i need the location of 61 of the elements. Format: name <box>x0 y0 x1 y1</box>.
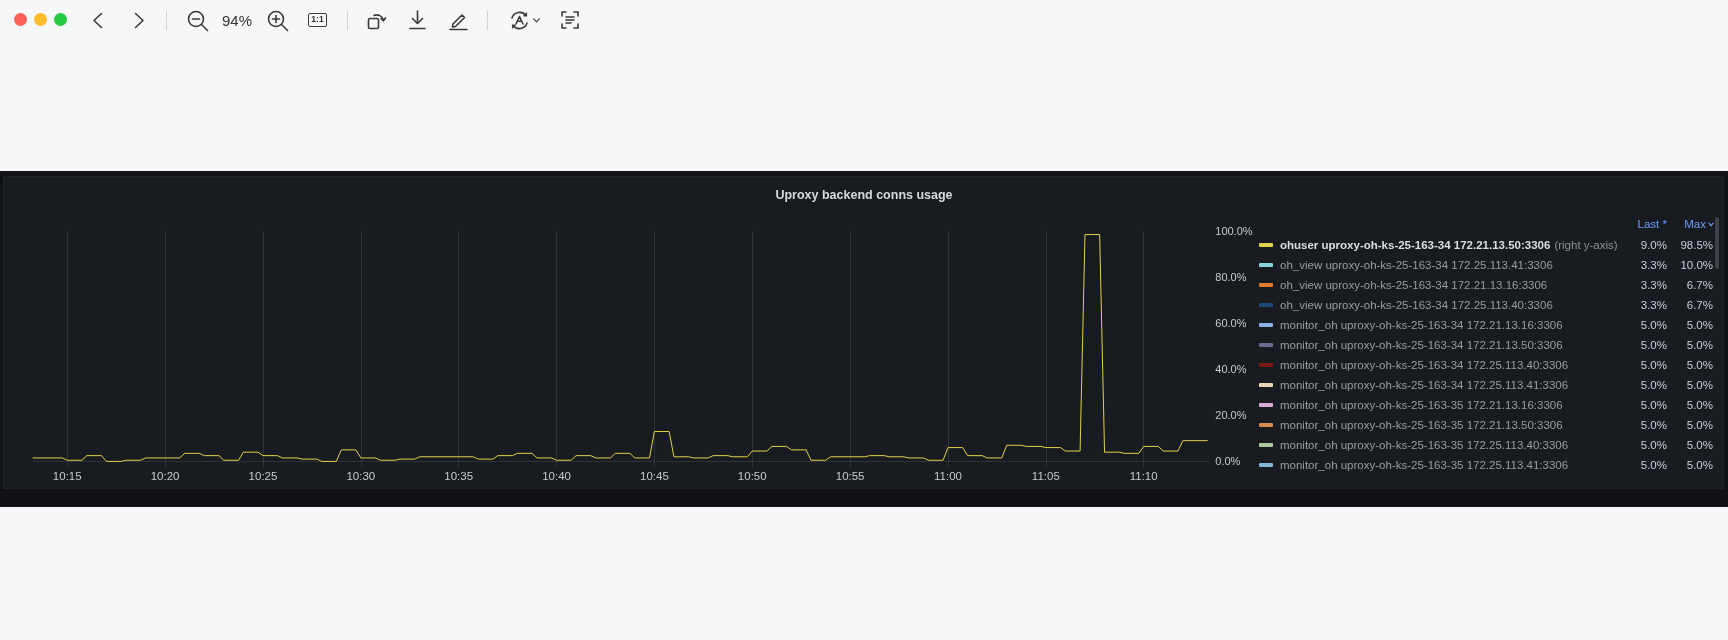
y-tick-label: 100.0% <box>1215 225 1253 238</box>
text: 5.0% <box>1640 358 1667 373</box>
actual-size-button: 1:1 <box>308 13 327 27</box>
text: 94% <box>222 11 253 31</box>
x-tick-label: 11:05 <box>1031 470 1060 483</box>
x-tick-label: 10:20 <box>150 470 180 483</box>
text: 5.0% <box>1640 398 1667 413</box>
x-tick-label: 10:45 <box>640 470 669 483</box>
text: 5.0% <box>1640 318 1667 333</box>
legend-label: oh_view uproxy-oh-ks-25-163-34 172.25.113.41:3306 <box>1280 259 1553 271</box>
x-tick-label: 10:55 <box>835 470 865 483</box>
text: 5.0% <box>1686 418 1713 433</box>
text: 5.0% <box>1686 358 1713 373</box>
x-tick-label: 10:15 <box>52 470 82 483</box>
text: 3.3% <box>1640 278 1667 293</box>
text: 5.0% <box>1640 418 1667 433</box>
y-tick-label: 60.0% <box>1215 317 1247 330</box>
x-tick-label: 10:25 <box>248 470 278 483</box>
chart-title: Uproxy backend conns usage <box>775 187 953 202</box>
y-tick-label: 40.0% <box>1215 363 1247 376</box>
text: Last * <box>1637 217 1667 232</box>
legend-label: monitor_oh uproxy-oh-ks-25-163-35 172.21.13.50:3306 <box>1280 419 1563 431</box>
legend-label: oh_view uproxy-oh-ks-25-163-34 172.21.13.16:3306 <box>1280 279 1548 291</box>
x-tick-label: 10:40 <box>542 470 571 483</box>
text: 6.7% <box>1686 278 1713 293</box>
legend-label: ohuser uproxy-oh-ks-25-163-34 172.21.13.50:3306 <box>1280 239 1551 251</box>
text: 5.0% <box>1686 378 1713 393</box>
text: 5.0% <box>1686 438 1713 453</box>
text: 5.0% <box>1686 338 1713 353</box>
legend-label: monitor_oh uproxy-oh-ks-25-163-35 172.25.113.41:3306 <box>1280 459 1569 471</box>
legend-label: oh_view uproxy-oh-ks-25-163-34 172.25.113.40:3306 <box>1280 299 1553 311</box>
text: 5.0% <box>1686 318 1713 333</box>
text: Max <box>1684 217 1706 232</box>
text: 6.7% <box>1686 298 1713 313</box>
y-tick-label: 20.0% <box>1215 409 1247 422</box>
text: 5.0% <box>1640 438 1667 453</box>
text: 5.0% <box>1640 338 1667 353</box>
legend-label: monitor_oh uproxy-oh-ks-25-163-35 172.21.13.16:3306 <box>1280 399 1563 411</box>
line-series <box>32 234 1208 462</box>
text: 3.3% <box>1640 258 1667 273</box>
text: 5.0% <box>1686 458 1713 473</box>
legend-label: monitor_oh uproxy-oh-ks-25-163-35 172.25.113.40:3306 <box>1280 439 1569 451</box>
text: 5.0% <box>1686 398 1713 413</box>
text: (right y-axis) <box>1554 239 1618 251</box>
x-tick-label: 10:30 <box>346 470 376 483</box>
x-tick-label: 10:50 <box>737 470 767 483</box>
text: 10.0% <box>1680 258 1713 273</box>
x-tick-label: 11:10 <box>1129 470 1158 483</box>
x-tick-label: 10:35 <box>444 470 474 483</box>
text: 9.0% <box>1640 238 1667 253</box>
legend-label: monitor_oh uproxy-oh-ks-25-163-34 172.25.113.40:3306 <box>1280 359 1569 371</box>
legend-label: monitor_oh uproxy-oh-ks-25-163-34 172.21.13.16:3306 <box>1280 319 1563 331</box>
y-tick-label: 0.0% <box>1215 455 1241 468</box>
text: 5.0% <box>1640 458 1667 473</box>
legend-label: monitor_oh uproxy-oh-ks-25-163-34 172.21.13.50:3306 <box>1280 339 1563 351</box>
text: 5.0% <box>1640 378 1667 393</box>
legend-label: monitor_oh uproxy-oh-ks-25-163-34 172.25.113.41:3306 <box>1280 379 1569 391</box>
y-tick-label: 80.0% <box>1215 271 1247 284</box>
text: 98.5% <box>1680 238 1713 253</box>
text: 3.3% <box>1640 298 1667 313</box>
x-tick-label: 11:00 <box>934 470 962 483</box>
